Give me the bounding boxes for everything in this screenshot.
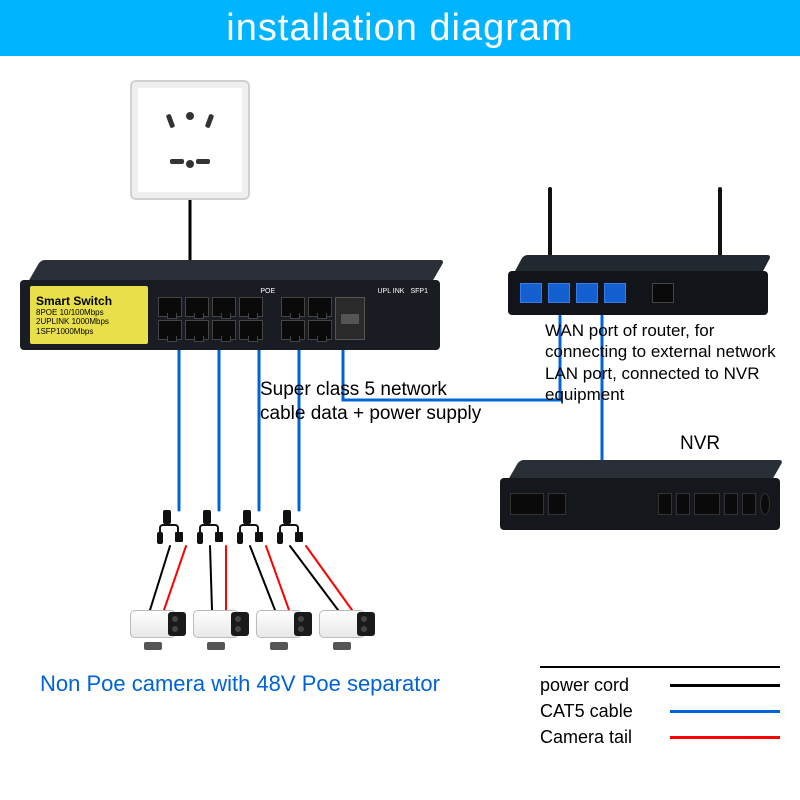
poe-separator (239, 510, 263, 546)
router-note-label: WAN port of router, for connecting to ex… (545, 320, 785, 405)
poe-separator (199, 510, 223, 546)
ip-camera (126, 604, 182, 648)
ip-camera (189, 604, 245, 648)
legend-row: power cord (540, 672, 780, 698)
legend-row: Camera tail (540, 724, 780, 750)
cable-note-label: Super class 5 network cable data + power… (260, 378, 481, 426)
switch-ports: POE UPL INK SFP1 (156, 286, 430, 344)
ip-camera (252, 604, 308, 648)
legend-line-tail (670, 736, 780, 739)
router-lan-port (576, 283, 598, 303)
poe-separator (279, 510, 303, 546)
switch-label-panel: Smart Switch 8POE 10/100Mbps 2UPLINK 100… (30, 286, 148, 344)
router-lan-port (548, 283, 570, 303)
legend-line-cat5 (670, 710, 780, 713)
legend-row: CAT5 cable (540, 698, 780, 724)
legend-line-power (670, 684, 780, 687)
nvr-label: NVR (680, 432, 720, 456)
switch-title: Smart Switch (36, 294, 142, 308)
router-wan-port (652, 283, 674, 303)
ip-camera (315, 604, 371, 648)
page-title: installation diagram (226, 7, 573, 50)
title-bar: installation diagram (0, 0, 800, 56)
legend: power cord CAT5 cable Camera tail (540, 666, 780, 750)
wall-outlet (130, 80, 250, 200)
poe-separator (159, 510, 183, 546)
router-lan-port (604, 283, 626, 303)
bottom-caption: Non Poe camera with 48V Poe separator (40, 670, 440, 698)
router-lan-port (520, 283, 542, 303)
